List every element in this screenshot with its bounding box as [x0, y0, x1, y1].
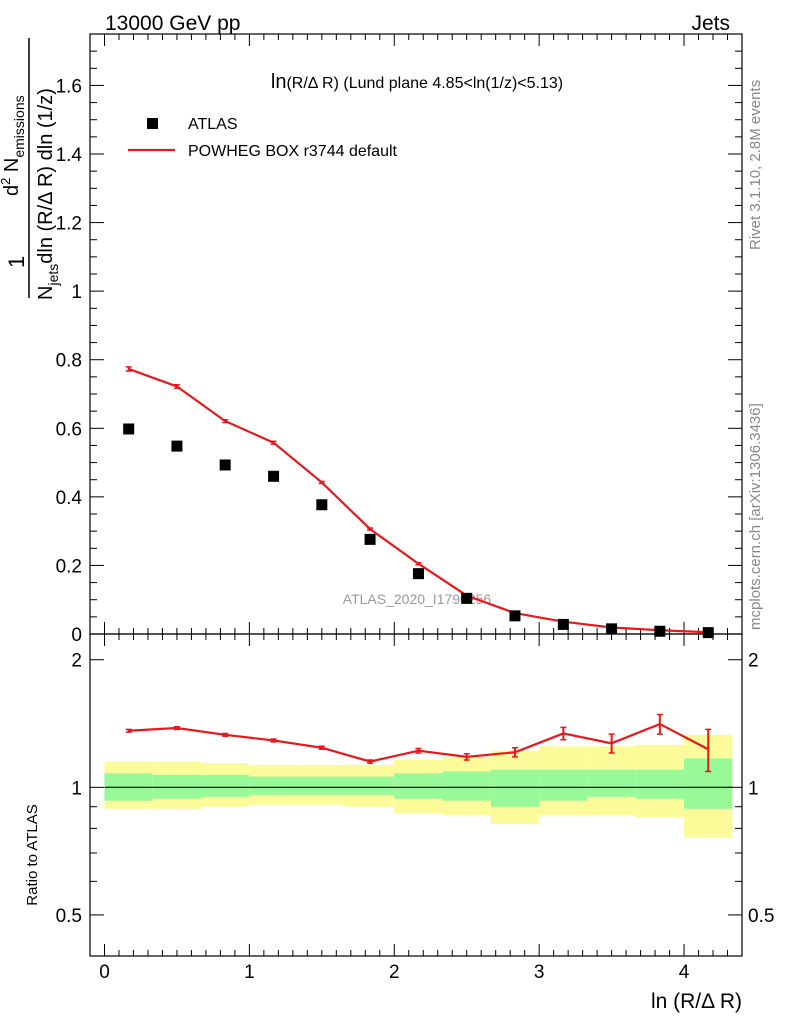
y-tick-label-ratio-left-0.5: 0.5: [56, 906, 82, 927]
y-tick-label-ratio-right-0.5: 0.5: [748, 906, 774, 927]
y-tick-label-main-0.6: 0.6: [56, 419, 82, 440]
data-point-4: [316, 499, 328, 511]
x-tick-label-4: 4: [679, 962, 690, 983]
header-right: Jets: [691, 12, 730, 35]
band-inner-11: [635, 769, 685, 799]
y-tick-label-ratio-right-2: 2: [748, 651, 759, 672]
x-tick-label-1: 1: [244, 962, 255, 983]
y-tick-label-main-0.8: 0.8: [56, 351, 82, 372]
y-tick-label-ratio-left-1: 1: [71, 778, 82, 799]
data-point-12: [702, 627, 714, 639]
band-inner-5: [346, 776, 395, 795]
band-inner-7: [442, 771, 491, 801]
axis-ticks: [90, 33, 743, 957]
plot-title: ln(R/Δ R) (Lund plane 4.85<ln(1/z)<5.13): [271, 71, 563, 93]
y-tick-label-main-0.4: 0.4: [56, 488, 83, 509]
svg-text:1: 1: [4, 256, 29, 268]
data-point-3: [268, 470, 280, 482]
x-tick-label-2: 2: [389, 962, 400, 983]
band-inner-2: [201, 774, 250, 797]
y-tick-label-ratio-left-2: 2: [71, 651, 82, 672]
x-axis-label: ln (R/Δ R): [651, 990, 742, 1013]
watermark: ATLAS_2020_I1790256: [343, 591, 492, 607]
data-point-10: [606, 623, 618, 635]
y-tick-label-main-1.2: 1.2: [56, 214, 82, 235]
tick-labels: 0 1 2 3 4 0 0.2 0.4 0.6 0.8 1 1.2 1.4 1.6 0.5 0.5 1 1 2 2: [56, 76, 775, 983]
y-tick-label-ratio-right-1: 1: [748, 778, 759, 799]
svg-text:Njetsdln (R/Δ R) dln (1/z): Njetsdln (R/Δ R) dln (1/z): [35, 88, 61, 300]
y-tick-label-main-1.6: 1.6: [56, 76, 82, 97]
ratio-frame: [89, 633, 743, 957]
data-point-11: [654, 625, 666, 637]
data-series-main: [123, 423, 714, 639]
ratio-bands: [104, 734, 733, 838]
band-inner-3: [249, 776, 298, 795]
side-label-bottom: mcplots.cern.ch [arXiv:1306.3436]: [747, 403, 764, 630]
legend-mc-label: POWHEG BOX r3744 default: [188, 143, 398, 160]
y-axis-label-ratio: Ratio to ATLAS: [24, 804, 41, 905]
band-inner-8: [490, 769, 540, 807]
x-tick-label-3: 3: [534, 962, 545, 983]
data-point-6: [412, 568, 424, 580]
mc-series-ratio: [125, 713, 712, 773]
y-tick-label-main-0: 0: [71, 625, 82, 646]
plot-frames: [89, 33, 743, 957]
legend-data-marker: [147, 118, 158, 129]
legend-data-label: ATLAS: [188, 116, 238, 133]
header-left: 13000 GeV pp: [105, 12, 240, 35]
data-point-5: [364, 533, 376, 545]
band-inner-4: [297, 776, 347, 795]
svg-text:d2 Nemissions: d2 Nemissions: [0, 95, 27, 196]
data-point-9: [557, 618, 569, 630]
data-point-8: [509, 610, 521, 622]
y-tick-label-main-0.2: 0.2: [56, 556, 82, 577]
y-tick-label-main-1: 1: [71, 282, 82, 303]
data-point-0: [123, 423, 135, 435]
data-point-7: [461, 592, 473, 604]
band-inner-6: [394, 773, 443, 799]
side-label-top: Rivet 3.1.10, 2.8M events: [747, 80, 764, 250]
y-tick-label-main-1.4: 1.4: [56, 145, 83, 166]
data-point-2: [219, 459, 231, 471]
x-tick-label-0: 0: [99, 962, 110, 983]
y-axis-label-main: 1 Njetsdln (R/Δ R) dln (1/z) d2 Nemissio…: [0, 38, 61, 300]
band-inner-9: [539, 769, 588, 801]
band-inner-10: [587, 769, 636, 797]
data-point-1: [171, 440, 183, 452]
